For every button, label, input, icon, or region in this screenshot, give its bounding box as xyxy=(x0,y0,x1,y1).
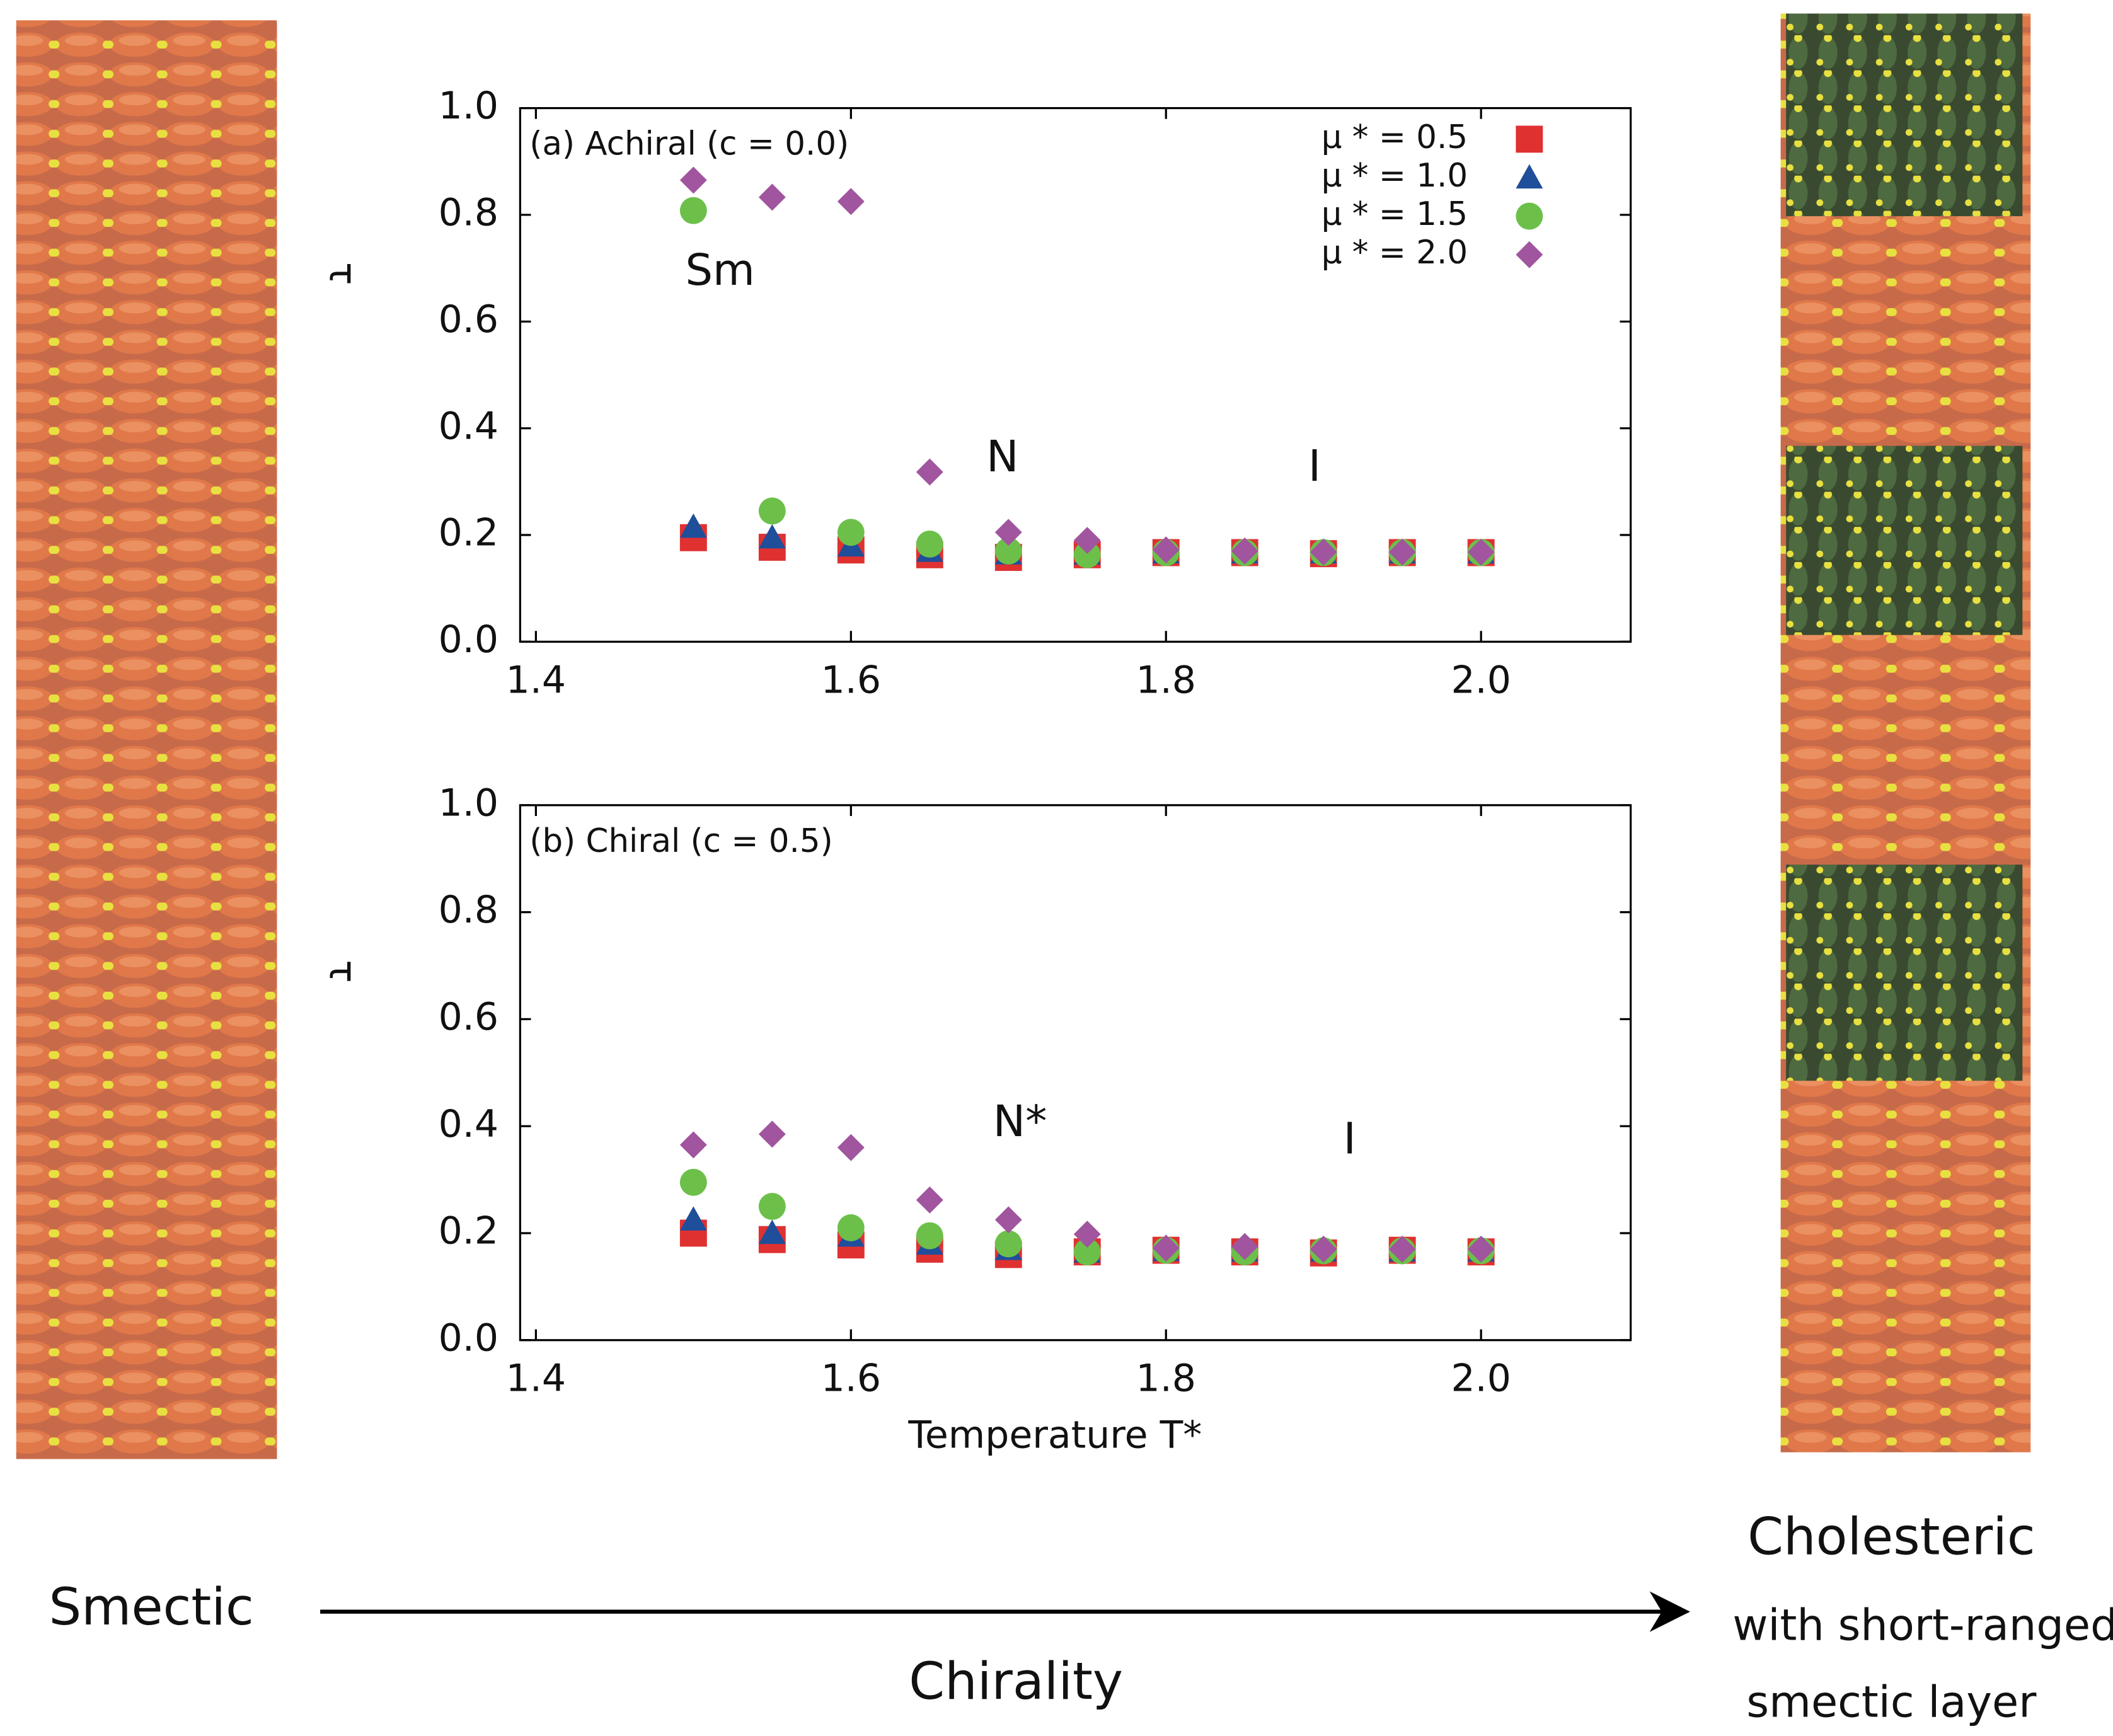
x-tick-label: 1.6 xyxy=(821,658,881,702)
legend-marker xyxy=(1516,241,1543,268)
y-tick-label: 1.0 xyxy=(439,84,498,128)
y-tick-label: 0.0 xyxy=(439,1316,498,1360)
data-point xyxy=(994,537,1022,565)
data-point xyxy=(1073,1238,1101,1266)
data-point xyxy=(758,1219,786,1245)
data-point xyxy=(679,1206,707,1231)
data-point xyxy=(679,166,707,194)
y-tick-label: 0.2 xyxy=(439,1209,498,1253)
x-tick-label: 1.4 xyxy=(506,658,566,702)
legend-label: μ * = 0.5 xyxy=(1321,118,1468,156)
smectic-column xyxy=(16,20,277,1459)
cholesteric-domain xyxy=(1786,13,2023,217)
y-tick-label: 0.6 xyxy=(439,297,498,342)
data-point xyxy=(758,1193,786,1220)
legend-label: μ * = 1.0 xyxy=(1321,157,1468,195)
data-point xyxy=(1073,541,1101,568)
panel-title: (b) Chiral (c = 0.5) xyxy=(529,822,832,860)
plot-frame xyxy=(519,106,1632,643)
data-point xyxy=(994,1230,1022,1258)
data-point xyxy=(837,188,865,216)
legend-label: μ * = 1.5 xyxy=(1321,195,1468,233)
data-point xyxy=(994,519,1022,546)
data-point xyxy=(916,1222,943,1250)
y-axis-label: τ xyxy=(321,960,365,982)
x-tick-label: 2.0 xyxy=(1451,1357,1511,1401)
data-point xyxy=(1152,536,1180,564)
phase-label: Sm xyxy=(685,245,754,296)
cholesteric-label: Cholesteric xyxy=(1747,1507,2035,1567)
data-point xyxy=(916,1186,943,1214)
y-axis-label: τ xyxy=(321,262,365,285)
data-point xyxy=(679,1131,707,1159)
data-point xyxy=(837,1214,865,1241)
y-tick-label: 0.4 xyxy=(439,404,498,448)
legend-marker xyxy=(1516,164,1543,189)
data-point xyxy=(758,524,786,549)
data-point xyxy=(837,1134,865,1161)
legend-label: μ * = 2.0 xyxy=(1321,234,1468,272)
x-tick-label: 1.6 xyxy=(821,1357,881,1401)
data-point xyxy=(1231,537,1258,565)
phase-label: N* xyxy=(993,1096,1047,1147)
smectic-label: Smectic xyxy=(49,1577,253,1637)
data-point xyxy=(758,183,786,211)
y-tick-label: 0.2 xyxy=(439,511,498,555)
panel-title: (a) Achiral (c = 0.0) xyxy=(529,125,849,163)
x-axis-label: Temperature T* xyxy=(907,1413,1202,1457)
chirality-label: Chirality xyxy=(909,1652,1123,1711)
y-tick-label: 0.8 xyxy=(439,888,498,932)
x-tick-label: 1.8 xyxy=(1136,658,1196,702)
phase-label: I xyxy=(1308,441,1321,491)
data-point xyxy=(916,530,943,558)
data-point xyxy=(916,458,943,486)
data-point xyxy=(837,519,865,546)
x-tick-label: 1.4 xyxy=(506,1357,566,1401)
data-point xyxy=(758,497,786,525)
data-point xyxy=(679,197,707,224)
y-tick-label: 1.0 xyxy=(439,781,498,825)
data-point xyxy=(1073,1221,1101,1248)
cholesteric-domain xyxy=(1786,445,2023,635)
x-tick-label: 1.8 xyxy=(1136,1357,1196,1401)
y-tick-label: 0.6 xyxy=(439,995,498,1039)
data-point xyxy=(1073,527,1101,554)
phase-label: N xyxy=(986,432,1018,482)
legend-marker xyxy=(1516,125,1543,153)
cholesteric-sub: smectic layer xyxy=(1746,1677,2037,1728)
data-point xyxy=(994,1206,1022,1234)
cholesteric-sub: with short-ranged xyxy=(1732,1600,2113,1650)
cholesteric-column xyxy=(1780,13,2031,1452)
data-point xyxy=(679,1168,707,1196)
legend-marker xyxy=(1516,202,1543,230)
cholesteric-domain xyxy=(1786,865,2023,1081)
data-point xyxy=(1152,1234,1180,1262)
y-tick-label: 0.0 xyxy=(439,618,498,662)
y-tick-label: 0.8 xyxy=(439,191,498,235)
data-point xyxy=(758,1120,786,1148)
data-point xyxy=(1231,1233,1258,1260)
plot-frame xyxy=(519,804,1632,1342)
data-point xyxy=(679,513,707,538)
phase-label: I xyxy=(1344,1114,1356,1164)
x-tick-label: 2.0 xyxy=(1451,658,1511,702)
y-tick-label: 0.4 xyxy=(439,1102,498,1146)
